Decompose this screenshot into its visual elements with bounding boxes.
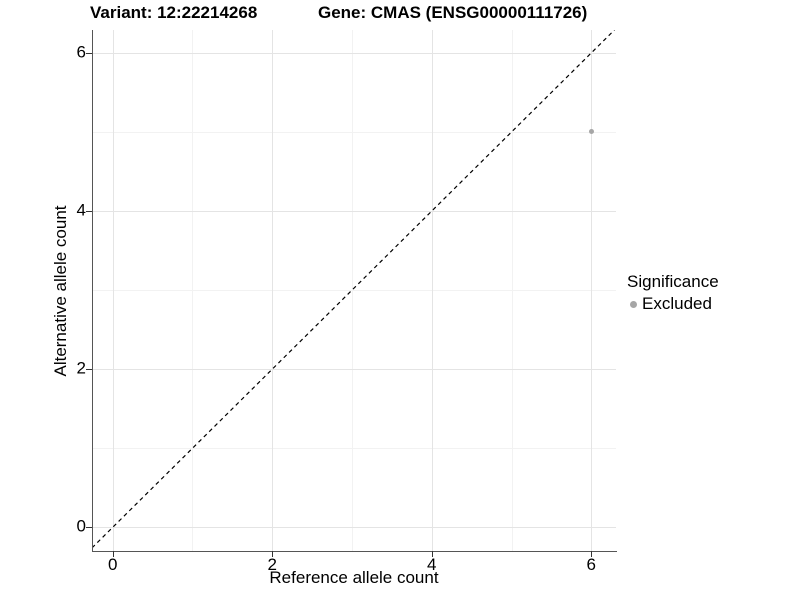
gridline-minor-horizontal bbox=[92, 448, 616, 450]
y-tick-label: 2 bbox=[76, 358, 86, 378]
y-axis-label: Alternative allele count bbox=[51, 205, 70, 377]
gridline-major-vertical bbox=[272, 30, 274, 551]
identity-dashed-line bbox=[92, 30, 615, 549]
data-point bbox=[588, 129, 594, 135]
plot-title-gene: Gene: CMAS (ENSG00000111726) bbox=[318, 3, 588, 22]
y-axis-line bbox=[92, 30, 93, 552]
gridline-minor-horizontal bbox=[92, 290, 616, 292]
x-tick-mark bbox=[431, 551, 433, 557]
gridline-major-horizontal bbox=[92, 211, 616, 213]
x-axis-line bbox=[92, 551, 617, 552]
y-tick-label: 4 bbox=[76, 200, 86, 220]
legend-point-icon bbox=[630, 300, 637, 308]
y-tick-mark bbox=[86, 52, 92, 54]
x-axis-label: Reference allele count bbox=[269, 568, 439, 587]
x-tick-label: 0 bbox=[108, 555, 118, 574]
legend-entry-excluded: Excluded bbox=[630, 294, 719, 314]
x-tick-label: 2 bbox=[267, 555, 277, 574]
gridline-major-vertical bbox=[112, 30, 114, 551]
legend-title: Significance bbox=[627, 272, 719, 291]
x-tick-mark bbox=[272, 551, 274, 557]
gridline-major-horizontal bbox=[92, 369, 616, 371]
gridline-major-vertical bbox=[591, 30, 593, 551]
x-tick-mark bbox=[112, 551, 114, 557]
gridline-major-horizontal bbox=[92, 52, 616, 54]
identity-line-layer bbox=[92, 30, 615, 549]
y-tick-label: 6 bbox=[76, 42, 86, 62]
y-tick-mark bbox=[86, 211, 92, 213]
y-tick-mark bbox=[86, 369, 92, 371]
gridline-major-vertical bbox=[431, 30, 433, 551]
y-tick-mark bbox=[86, 527, 92, 529]
x-tick-mark bbox=[591, 551, 593, 557]
gridline-major-horizontal bbox=[92, 527, 616, 529]
gridline-minor-horizontal bbox=[92, 131, 616, 133]
y-tick-label: 0 bbox=[76, 516, 86, 536]
x-tick-label: 4 bbox=[427, 555, 437, 574]
plot-title-variant: Variant: 12:22214268 bbox=[90, 3, 258, 22]
plot-panel bbox=[92, 30, 616, 551]
legend-entry-label: Excluded bbox=[642, 294, 712, 313]
x-tick-label: 6 bbox=[586, 555, 596, 574]
legend: Significance Excluded bbox=[627, 272, 719, 314]
